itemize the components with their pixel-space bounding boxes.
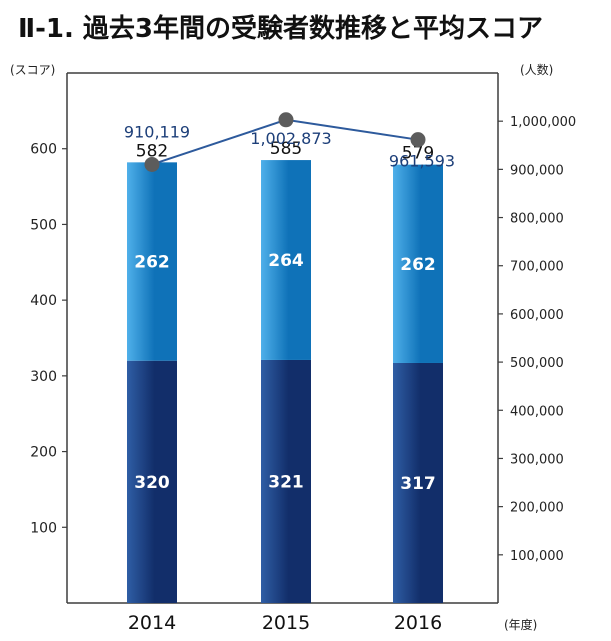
right-tick-label: 900,000 <box>510 163 564 178</box>
left-tick-label: 500 <box>30 217 57 233</box>
right-tick-label: 600,000 <box>510 308 564 323</box>
bar-upper-value-label: 264 <box>268 251 304 271</box>
left-tick-label: 100 <box>30 520 57 536</box>
bar-upper-value-label: 262 <box>134 253 170 273</box>
left-tick-label: 200 <box>30 445 57 461</box>
participants-value-label: 910,119 <box>124 122 190 141</box>
x-category-label: 2015 <box>262 612 310 634</box>
right-tick-label: 700,000 <box>510 260 564 275</box>
bar-upper-value-label: 262 <box>400 255 436 275</box>
x-category-label: 2016 <box>394 612 442 634</box>
left-axis-label: (スコア) <box>10 63 55 77</box>
participants-value-label: 961,593 <box>389 152 455 171</box>
x-axis-unit-label: (年度) <box>504 617 537 632</box>
participants-marker <box>144 156 160 172</box>
bar-lower-segment <box>127 360 177 603</box>
right-axis-label: (人数) <box>520 62 553 77</box>
right-tick-label: 500,000 <box>510 356 564 371</box>
right-tick-label: 300,000 <box>510 452 564 467</box>
bar-upper-segment <box>393 164 443 363</box>
chart-title: Ⅱ-1. 過去3年間の受験者数推移と平均スコア <box>18 14 544 44</box>
right-tick-label: 200,000 <box>510 501 564 516</box>
participants-marker <box>410 132 426 148</box>
left-tick-label: 300 <box>30 369 57 385</box>
bar-lower-value-label: 321 <box>268 472 304 492</box>
bar-lower-segment <box>393 362 443 603</box>
bar-lower-value-label: 320 <box>134 473 170 493</box>
participants-marker <box>278 112 294 128</box>
x-category-label: 2014 <box>128 612 176 634</box>
left-tick-label: 600 <box>30 142 57 158</box>
bar-total-label: 579 <box>402 144 434 164</box>
bar-total-label: 582 <box>136 141 168 161</box>
right-tick-label: 400,000 <box>510 404 564 419</box>
left-tick-label: 400 <box>30 293 57 309</box>
right-tick-label: 100,000 <box>510 549 564 564</box>
participants-value-label: 1,002,873 <box>250 129 331 148</box>
right-tick-label: 1,000,000 <box>510 115 576 130</box>
right-tick-label: 800,000 <box>510 212 564 227</box>
bar-total-label: 585 <box>270 139 302 159</box>
bar-upper-segment <box>261 160 311 360</box>
bar-upper-segment <box>127 162 177 361</box>
bar-lower-value-label: 317 <box>400 474 436 494</box>
bar-lower-segment <box>261 359 311 603</box>
